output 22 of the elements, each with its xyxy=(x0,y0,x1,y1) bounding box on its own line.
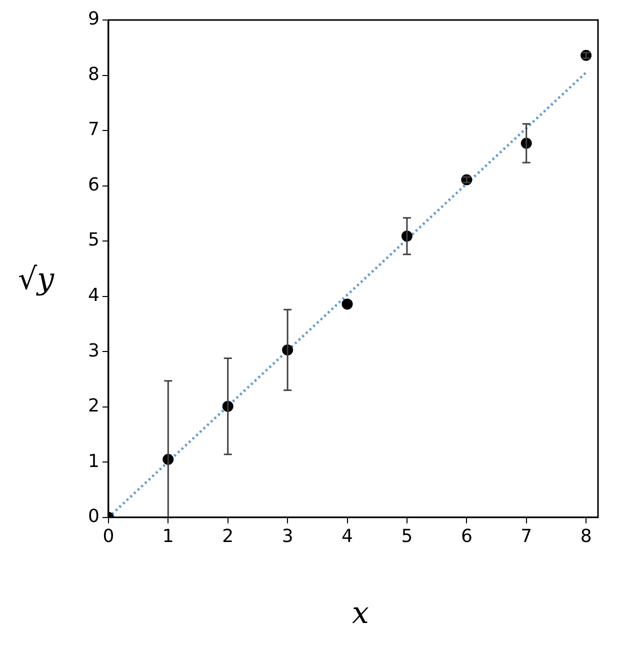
y-axis-title: √y xyxy=(18,262,54,297)
y-tick-label: 2 xyxy=(88,396,100,417)
x-axis-title: x xyxy=(352,596,369,631)
x-tick-label: 8 xyxy=(580,526,592,547)
y-tick-label: 8 xyxy=(88,64,100,85)
y-tick-label: 1 xyxy=(88,450,100,472)
x-tick-label: 6 xyxy=(460,526,472,547)
x-tick-label: 7 xyxy=(520,526,532,547)
y-tick-label: 9 xyxy=(88,8,100,30)
y-tick-label: 0 xyxy=(88,506,100,528)
x-tick-label: 2 xyxy=(222,526,234,547)
y-tick-label: 4 xyxy=(88,285,100,306)
y-tick-label: 5 xyxy=(88,230,100,251)
x-tick-label: 5 xyxy=(401,526,413,547)
y-tick-label: 6 xyxy=(88,174,100,196)
x-tick-label: 3 xyxy=(282,526,294,547)
x-tick-label: 4 xyxy=(342,526,353,547)
x-tick-label: 1 xyxy=(162,526,174,547)
point xyxy=(342,298,353,310)
x-tick-label: 0 xyxy=(102,526,114,547)
y-tick-label: 7 xyxy=(88,119,100,140)
y-tick-label: 3 xyxy=(88,340,100,362)
